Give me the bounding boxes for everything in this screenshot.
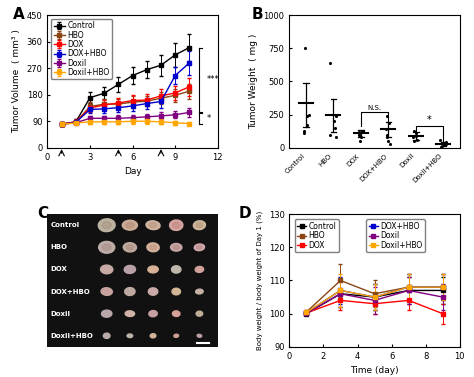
Ellipse shape — [193, 221, 205, 230]
Point — [437, 137, 444, 143]
Ellipse shape — [101, 310, 112, 317]
Point — [443, 141, 450, 147]
Point — [383, 134, 391, 140]
Point — [383, 113, 391, 119]
Text: D: D — [238, 206, 251, 221]
Point — [409, 134, 417, 140]
Text: DOX: DOX — [51, 267, 68, 273]
Point — [305, 112, 313, 118]
Point — [385, 120, 393, 126]
Point — [303, 122, 310, 128]
Point — [357, 134, 365, 140]
Ellipse shape — [194, 244, 205, 251]
Ellipse shape — [100, 265, 113, 274]
Ellipse shape — [125, 311, 135, 317]
Ellipse shape — [102, 222, 111, 229]
Point — [327, 132, 334, 138]
Ellipse shape — [196, 311, 203, 316]
Point — [355, 129, 363, 135]
Ellipse shape — [101, 288, 112, 295]
Ellipse shape — [172, 266, 181, 273]
X-axis label: Day: Day — [124, 167, 141, 176]
Ellipse shape — [197, 245, 202, 249]
Point — [412, 130, 419, 136]
Point — [304, 113, 311, 119]
Ellipse shape — [146, 221, 160, 230]
Text: B: B — [252, 7, 264, 22]
Ellipse shape — [127, 334, 133, 337]
Point — [442, 139, 450, 146]
Ellipse shape — [103, 333, 110, 339]
Point — [383, 132, 391, 138]
Point — [331, 125, 338, 131]
Ellipse shape — [150, 334, 156, 338]
Text: *: * — [427, 115, 432, 125]
Ellipse shape — [148, 288, 158, 295]
Point — [327, 60, 334, 66]
Text: HBO: HBO — [51, 244, 68, 250]
Y-axis label: Body weight / body weight of Day 1 (%): Body weight / body weight of Day 1 (%) — [256, 211, 263, 350]
Ellipse shape — [173, 311, 180, 316]
Ellipse shape — [196, 289, 203, 294]
X-axis label: Time (day): Time (day) — [350, 366, 399, 375]
Point — [410, 138, 418, 144]
Point — [442, 143, 449, 149]
Text: N.S.: N.S. — [367, 105, 382, 111]
Ellipse shape — [102, 244, 111, 251]
Ellipse shape — [173, 245, 179, 250]
Point — [356, 133, 364, 139]
Point — [410, 127, 418, 133]
Ellipse shape — [122, 220, 137, 230]
Y-axis label: Tumor Volume  ( mm³ ): Tumor Volume ( mm³ ) — [12, 29, 21, 133]
Point — [437, 144, 445, 150]
Point — [413, 133, 420, 139]
Ellipse shape — [197, 334, 202, 337]
Point — [413, 137, 420, 143]
Point — [438, 143, 446, 149]
Ellipse shape — [170, 220, 183, 230]
Point — [356, 138, 364, 144]
Y-axis label: Tumor Weight  ( mg ): Tumor Weight ( mg ) — [249, 34, 258, 129]
Ellipse shape — [195, 267, 204, 273]
Ellipse shape — [171, 244, 182, 251]
Point — [386, 141, 394, 147]
Text: Doxil+HBO: Doxil+HBO — [51, 333, 94, 339]
Point — [355, 132, 363, 138]
Ellipse shape — [150, 245, 156, 250]
Point — [382, 126, 390, 132]
Legend: DOX+HBO, Doxil, Doxil+HBO: DOX+HBO, Doxil, Doxil+HBO — [366, 219, 425, 252]
Text: Control: Control — [51, 222, 80, 228]
Ellipse shape — [174, 334, 179, 337]
Point — [300, 127, 307, 133]
Text: *: * — [207, 114, 211, 123]
Ellipse shape — [149, 311, 157, 317]
Ellipse shape — [126, 222, 134, 228]
Ellipse shape — [99, 241, 115, 253]
Text: ***: *** — [207, 75, 219, 84]
Ellipse shape — [124, 265, 136, 273]
Text: C: C — [37, 206, 48, 221]
Ellipse shape — [173, 222, 180, 228]
Legend: Control, HBO, DOX, DOX+HBO, Doxil, Doxil+HBO: Control, HBO, DOX, DOX+HBO, Doxil, Doxil… — [51, 19, 112, 80]
Text: A: A — [13, 7, 25, 22]
Ellipse shape — [123, 243, 137, 252]
Ellipse shape — [98, 219, 115, 231]
Point — [301, 45, 309, 51]
Point — [332, 113, 339, 119]
Ellipse shape — [149, 223, 157, 228]
Point — [300, 130, 307, 136]
Ellipse shape — [172, 288, 181, 295]
Point — [333, 134, 340, 140]
Ellipse shape — [125, 288, 135, 296]
Ellipse shape — [147, 243, 159, 252]
Point — [355, 130, 363, 136]
Ellipse shape — [196, 223, 203, 228]
Point — [330, 118, 338, 124]
Ellipse shape — [126, 245, 134, 250]
Point — [384, 138, 392, 144]
Text: Doxil: Doxil — [51, 311, 71, 317]
Ellipse shape — [148, 266, 158, 273]
Point — [359, 127, 367, 133]
Text: DOX+HBO: DOX+HBO — [51, 288, 91, 294]
